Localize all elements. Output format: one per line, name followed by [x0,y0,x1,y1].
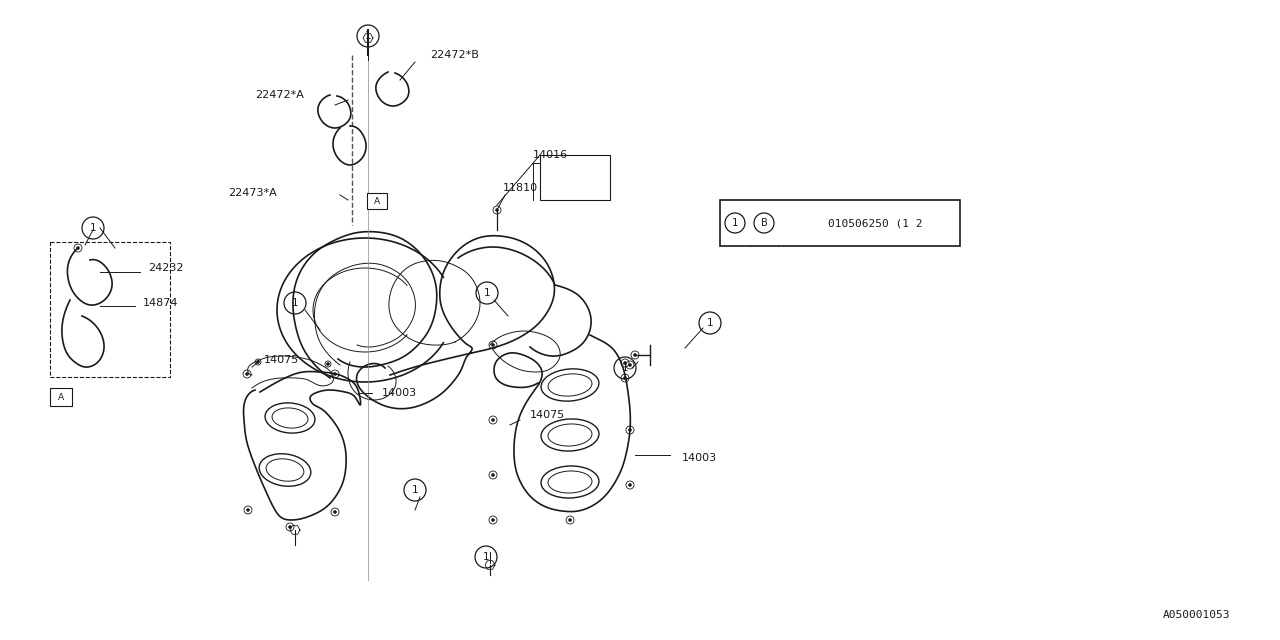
Bar [367,193,387,209]
Bar [50,242,170,377]
Bar [50,388,72,406]
Text: 22473*A: 22473*A [228,188,276,198]
Text: 1: 1 [622,363,628,373]
Circle shape [333,510,337,514]
Text: 1: 1 [90,223,96,233]
Circle shape [568,518,572,522]
Circle shape [288,525,292,529]
Circle shape [256,360,260,364]
Circle shape [492,473,495,477]
Text: 1: 1 [483,552,489,562]
Circle shape [492,343,495,347]
Circle shape [495,208,499,212]
Text: 1: 1 [732,218,739,228]
Circle shape [628,363,632,367]
Circle shape [333,372,337,376]
Text: A050001053: A050001053 [1162,610,1230,620]
Text: 14003: 14003 [682,453,717,463]
Circle shape [326,362,330,366]
Circle shape [623,361,627,365]
Text: 1: 1 [484,288,490,298]
Circle shape [628,428,632,432]
Text: 24232: 24232 [148,263,183,273]
Text: 22472*B: 22472*B [430,50,479,60]
Circle shape [634,353,637,357]
Text: 1: 1 [707,318,713,328]
Circle shape [246,372,248,376]
Circle shape [492,418,495,422]
Bar [719,200,960,246]
Bar [540,155,611,200]
Text: A: A [58,392,64,401]
Text: 11810: 11810 [503,183,538,193]
Text: 1: 1 [365,31,371,41]
Text: 14874: 14874 [143,298,178,308]
Circle shape [246,508,250,512]
Text: 1: 1 [292,298,298,308]
Text: 14075: 14075 [264,355,300,365]
Circle shape [628,483,632,487]
Circle shape [77,246,79,250]
Text: 010506250 (1 2: 010506250 (1 2 [828,218,923,228]
Text: B: B [760,218,768,228]
Circle shape [492,518,495,522]
Circle shape [623,376,627,380]
Text: A: A [374,196,380,205]
Text: 22472*A: 22472*A [255,90,303,100]
Text: 1: 1 [412,485,419,495]
Text: 14003: 14003 [381,388,417,398]
Text: 14016: 14016 [532,150,568,160]
Text: 14075: 14075 [530,410,566,420]
